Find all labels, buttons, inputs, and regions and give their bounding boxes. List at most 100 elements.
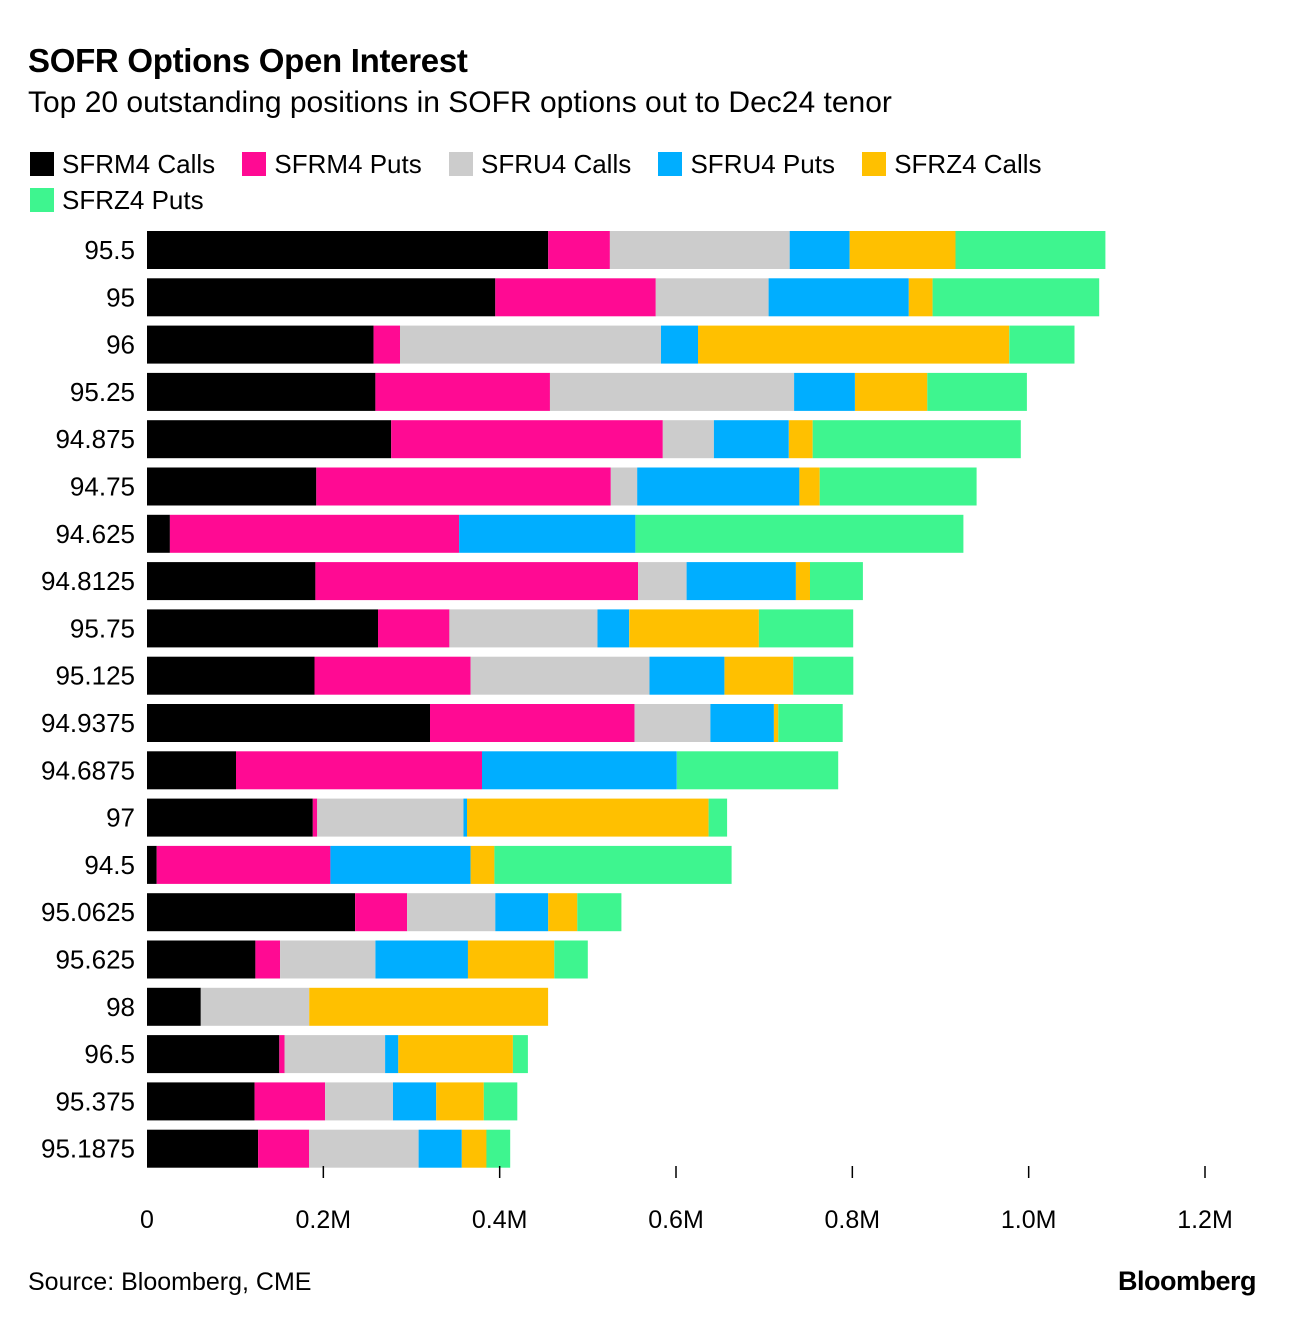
- bar-segment: [314, 656, 471, 695]
- category-label: 95.1875: [41, 1134, 135, 1164]
- bar-segment: [635, 514, 964, 553]
- bar-segment: [512, 1035, 528, 1074]
- bar-segment: [461, 1129, 487, 1168]
- bar-segment: [284, 1035, 385, 1074]
- legend-item-sfrm4-puts: SFRM4 Puts: [242, 146, 422, 182]
- bar-segment: [147, 798, 313, 837]
- bar-segment: [724, 656, 794, 695]
- bar-segment: [610, 467, 638, 506]
- bar-segment: [147, 1035, 280, 1074]
- bar-segment: [686, 562, 796, 601]
- bar-segment: [655, 278, 769, 317]
- category-label: 94.8125: [41, 566, 135, 596]
- x-tick-label: 0.6M: [648, 1206, 704, 1234]
- bar-segment: [375, 372, 550, 411]
- category-label: 94.625: [55, 519, 135, 549]
- bar-segment: [789, 231, 850, 269]
- bar-segment: [483, 1082, 518, 1121]
- chart-title: SOFR Options Open Interest: [28, 42, 468, 79]
- bar-segment: [494, 845, 732, 884]
- legend-label: SFRM4 Puts: [274, 148, 422, 179]
- bar-segment: [147, 325, 374, 364]
- bar-segment: [156, 845, 331, 884]
- bar-segment: [418, 1129, 462, 1168]
- bar-segment: [378, 609, 450, 648]
- bar-segment: [147, 420, 392, 459]
- bar-segment: [258, 1129, 310, 1168]
- legend-swatch: [862, 152, 887, 176]
- bar-segment: [254, 1082, 326, 1121]
- bar-segment: [470, 845, 495, 884]
- category-label: 94.9375: [41, 708, 135, 738]
- bar-segment: [819, 467, 977, 506]
- legend-label: SFRU4 Puts: [690, 148, 835, 179]
- bar-segment: [649, 656, 725, 695]
- bar-segment: [309, 987, 549, 1026]
- bar-segment: [577, 893, 622, 932]
- bar-segment: [309, 1129, 419, 1168]
- bar-segment: [554, 940, 588, 979]
- category-label: 96: [106, 330, 135, 360]
- x-tick-label: 1.2M: [1177, 1206, 1233, 1234]
- bar-segment: [449, 609, 598, 648]
- bar-segment: [855, 372, 928, 411]
- bar-segment: [147, 514, 170, 553]
- bar-segment: [768, 278, 909, 317]
- bar-segment: [482, 751, 677, 790]
- bar-segment: [147, 940, 256, 979]
- legend-swatch: [30, 152, 54, 176]
- bar-segment: [373, 325, 400, 364]
- category-label: 95.125: [55, 661, 135, 691]
- bar-segment: [200, 987, 310, 1026]
- legend-swatch: [448, 152, 473, 176]
- bar-segment: [398, 1035, 513, 1074]
- bar-segment: [147, 845, 157, 884]
- category-label: 97: [106, 803, 135, 833]
- bar-segment: [708, 798, 728, 837]
- bar-segment: [773, 704, 779, 742]
- legend-item-sfru4-puts: SFRU4 Puts: [658, 146, 835, 182]
- category-label: 94.5: [84, 850, 135, 880]
- bar-segment: [147, 987, 201, 1026]
- bar-segment: [375, 940, 468, 979]
- bar-segment: [147, 562, 316, 601]
- bar-segment: [147, 656, 315, 695]
- bar-segment: [637, 467, 800, 506]
- x-tick-label: 0.8M: [825, 1206, 881, 1234]
- bar-segment: [486, 1129, 511, 1168]
- legend: SFRM4 Calls SFRM4 Puts SFRU4 Calls SFRU4…: [30, 146, 1150, 218]
- bar-segment: [467, 940, 555, 979]
- legend-swatch: [242, 152, 267, 176]
- legend-swatch: [658, 152, 683, 176]
- x-tick-label: 0: [140, 1206, 154, 1234]
- bar-segment: [147, 751, 236, 790]
- category-label: 95.5: [84, 235, 135, 265]
- bar-segment: [609, 231, 790, 269]
- bar-segment: [676, 751, 839, 790]
- bar-segment: [549, 372, 795, 411]
- bar-segment: [391, 420, 663, 459]
- bar-segment: [788, 420, 813, 459]
- category-label: 95.375: [55, 1086, 135, 1116]
- bar-segment: [147, 1082, 255, 1121]
- bar-segment: [147, 704, 430, 742]
- bar-segment: [638, 562, 687, 601]
- bar-segment: [698, 325, 1010, 364]
- bar-segment: [794, 372, 855, 411]
- category-label: 95: [106, 282, 135, 312]
- bar-segment: [147, 1129, 259, 1168]
- bar-segment: [927, 372, 1027, 411]
- bar-segment: [662, 420, 714, 459]
- legend-label: SFRU4 Calls: [480, 148, 632, 179]
- legend-swatch: [30, 188, 54, 212]
- category-label: 95.75: [70, 613, 135, 643]
- bar-segment: [147, 372, 376, 411]
- bar-segment: [548, 231, 610, 269]
- chart-subtitle: Top 20 outstanding positions in SOFR opt…: [28, 86, 892, 119]
- bar-segment: [758, 609, 854, 648]
- bar-segment: [629, 609, 759, 648]
- category-label: 94.6875: [41, 755, 135, 785]
- bar-segment: [795, 562, 810, 601]
- bar-segment: [312, 798, 318, 837]
